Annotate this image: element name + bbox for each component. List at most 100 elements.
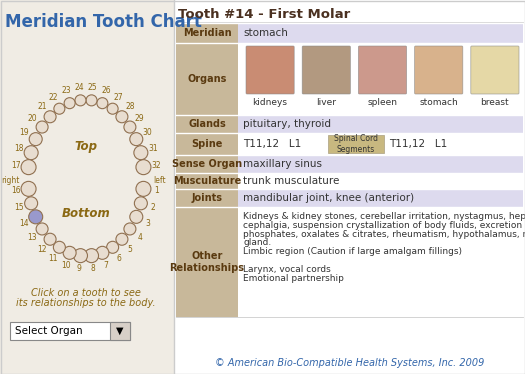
- FancyBboxPatch shape: [238, 207, 523, 317]
- Text: 1: 1: [154, 186, 159, 195]
- Text: breast: breast: [480, 98, 509, 107]
- Text: Kidneys & kidney stones, cerebellar irritation, nystagmus, hepatogenic: Kidneys & kidney stones, cerebellar irri…: [243, 212, 525, 221]
- Text: Meridian Tooth Chart: Meridian Tooth Chart: [5, 13, 202, 31]
- FancyBboxPatch shape: [176, 43, 238, 115]
- Text: phosphates, oxalates & citrates, rheumatism, hypothalamus, mammary: phosphates, oxalates & citrates, rheumat…: [243, 230, 525, 239]
- FancyBboxPatch shape: [238, 115, 523, 133]
- FancyBboxPatch shape: [10, 322, 130, 340]
- FancyBboxPatch shape: [176, 189, 238, 207]
- FancyBboxPatch shape: [359, 46, 406, 94]
- Circle shape: [134, 197, 148, 210]
- Circle shape: [107, 103, 118, 114]
- Circle shape: [130, 133, 143, 145]
- Text: 14: 14: [19, 219, 29, 228]
- Text: 11: 11: [49, 254, 58, 263]
- Text: 12: 12: [37, 245, 47, 254]
- FancyBboxPatch shape: [415, 46, 463, 94]
- FancyBboxPatch shape: [176, 133, 238, 155]
- Text: cephalgia, suspension crystallization of body fluids, excretion of urates,: cephalgia, suspension crystallization of…: [243, 221, 525, 230]
- FancyBboxPatch shape: [176, 115, 238, 133]
- Text: Musculature: Musculature: [173, 176, 241, 186]
- Text: 22: 22: [49, 93, 58, 102]
- Circle shape: [36, 223, 48, 235]
- Text: ▼: ▼: [116, 326, 124, 336]
- Circle shape: [44, 233, 56, 245]
- Text: © American Bio-Compatible Health Systems, Inc. 2009: © American Bio-Compatible Health Systems…: [215, 358, 484, 368]
- Text: 6: 6: [116, 254, 121, 263]
- Text: Joints: Joints: [192, 193, 223, 203]
- Circle shape: [134, 146, 148, 160]
- Text: T11,12   L1: T11,12 L1: [243, 139, 301, 149]
- Text: Spine: Spine: [191, 139, 223, 149]
- Text: 20: 20: [27, 114, 37, 123]
- FancyBboxPatch shape: [302, 46, 350, 94]
- FancyBboxPatch shape: [238, 133, 523, 155]
- Text: Tooth #14 - First Molar: Tooth #14 - First Molar: [178, 8, 350, 21]
- Text: Meridian: Meridian: [183, 28, 232, 38]
- Circle shape: [75, 95, 86, 106]
- Circle shape: [24, 146, 38, 160]
- Text: mandibular joint, knee (anterior): mandibular joint, knee (anterior): [243, 193, 414, 203]
- Text: 25: 25: [88, 83, 98, 92]
- FancyBboxPatch shape: [174, 0, 525, 374]
- Text: 17: 17: [11, 161, 20, 170]
- FancyBboxPatch shape: [0, 0, 174, 374]
- Text: 8: 8: [90, 264, 95, 273]
- Text: Spinal Cord
Segments: Spinal Cord Segments: [334, 134, 378, 154]
- Text: left: left: [154, 175, 166, 184]
- Text: 13: 13: [27, 233, 37, 242]
- Text: gland.: gland.: [243, 238, 271, 247]
- Circle shape: [130, 210, 143, 223]
- Text: 5: 5: [128, 245, 132, 254]
- Text: Larynx, vocal cords: Larynx, vocal cords: [243, 265, 331, 274]
- Text: stomach: stomach: [419, 98, 458, 107]
- Circle shape: [21, 160, 36, 175]
- FancyBboxPatch shape: [471, 46, 519, 94]
- FancyBboxPatch shape: [110, 322, 130, 340]
- FancyBboxPatch shape: [176, 155, 238, 173]
- Circle shape: [54, 103, 65, 114]
- FancyBboxPatch shape: [238, 23, 523, 43]
- Circle shape: [86, 95, 97, 106]
- Text: Emotional partnership: Emotional partnership: [243, 274, 344, 283]
- Text: 31: 31: [149, 144, 158, 153]
- Circle shape: [29, 210, 43, 224]
- Text: Bottom: Bottom: [61, 206, 110, 220]
- Circle shape: [116, 233, 128, 245]
- Circle shape: [64, 98, 75, 109]
- Text: 2: 2: [151, 203, 155, 212]
- Circle shape: [136, 181, 151, 196]
- Text: 28: 28: [125, 102, 135, 111]
- Text: 29: 29: [135, 114, 144, 123]
- Circle shape: [97, 98, 108, 109]
- Text: 7: 7: [103, 261, 109, 270]
- Text: Limbic region (Caution if large amalgam fillings): Limbic region (Caution if large amalgam …: [243, 247, 462, 256]
- Text: 21: 21: [37, 102, 47, 111]
- Text: Organs: Organs: [187, 74, 227, 84]
- FancyBboxPatch shape: [176, 207, 238, 317]
- Text: 32: 32: [152, 161, 161, 170]
- Text: Glands: Glands: [188, 119, 226, 129]
- Circle shape: [29, 133, 42, 145]
- Circle shape: [63, 246, 76, 259]
- FancyBboxPatch shape: [238, 43, 523, 115]
- Text: 16: 16: [11, 186, 20, 195]
- Text: 27: 27: [114, 93, 123, 102]
- Text: 19: 19: [19, 128, 29, 137]
- Circle shape: [25, 197, 38, 210]
- Text: 24: 24: [75, 83, 84, 92]
- Circle shape: [136, 160, 151, 175]
- Circle shape: [85, 249, 99, 263]
- Text: right: right: [1, 175, 19, 184]
- Text: trunk musculature: trunk musculature: [243, 176, 339, 186]
- Circle shape: [74, 249, 88, 263]
- Text: 30: 30: [143, 128, 152, 137]
- Text: liver: liver: [316, 98, 337, 107]
- Text: Top: Top: [75, 140, 98, 153]
- Text: pituitary, thyroid: pituitary, thyroid: [243, 119, 331, 129]
- Text: 18: 18: [14, 144, 24, 153]
- FancyBboxPatch shape: [176, 23, 238, 43]
- FancyBboxPatch shape: [238, 155, 523, 173]
- Circle shape: [54, 241, 66, 253]
- Text: stomach: stomach: [243, 28, 288, 38]
